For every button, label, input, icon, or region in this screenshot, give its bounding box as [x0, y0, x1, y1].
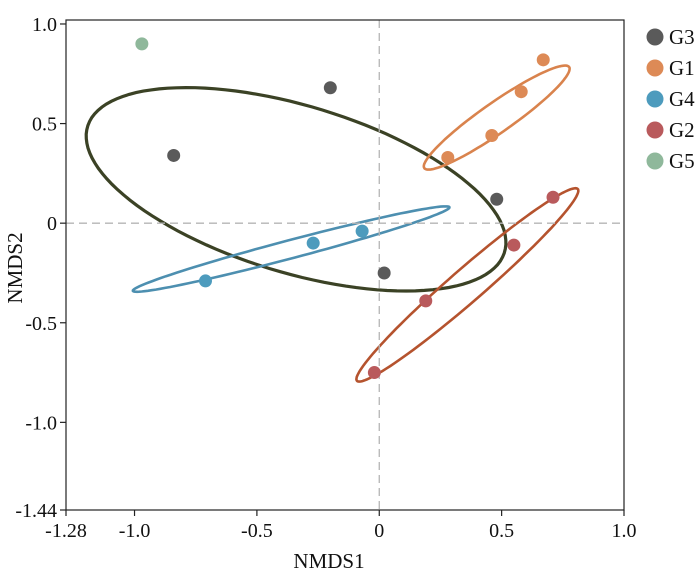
x-tick-label: -1.0	[119, 520, 151, 542]
y-tick-label: 0	[47, 213, 57, 235]
x-tick-label: 0.5	[489, 520, 514, 542]
data-point-g4	[306, 236, 320, 250]
legend-marker-g1	[646, 59, 664, 77]
y-tick-label: -0.5	[25, 313, 57, 335]
data-point-g4	[355, 224, 369, 238]
data-point-g2	[546, 190, 560, 204]
x-tick-label: 1.0	[612, 520, 637, 542]
data-point-g3	[490, 192, 504, 206]
x-axis-title: NMDS1	[293, 549, 364, 573]
data-point-g4	[199, 274, 212, 288]
legend-label-g3: G3	[669, 25, 695, 49]
points-layer	[135, 37, 560, 380]
legend-label-g4: G4	[669, 87, 695, 111]
data-point-g2	[507, 238, 521, 252]
x-tick-label: -1.28	[45, 520, 87, 542]
plot-frame	[65, 19, 625, 511]
data-point-g2	[419, 294, 433, 308]
legend-marker-g3	[646, 28, 664, 46]
data-point-g3	[323, 81, 337, 95]
data-point-g2	[367, 366, 381, 380]
legend-label-g1: G1	[669, 56, 695, 80]
data-point-g1	[441, 150, 455, 164]
y-tick-label: -1.44	[15, 500, 57, 522]
y-tick-label: 0.5	[32, 114, 57, 136]
data-point-g5	[135, 37, 149, 51]
ellipse-g4	[131, 205, 451, 294]
legend-marker-g4	[646, 90, 664, 108]
y-tick-label: -1.0	[25, 412, 57, 434]
data-point-g3	[167, 148, 181, 162]
data-point-g1	[536, 53, 550, 67]
legend-label-g5: G5	[669, 149, 695, 173]
data-point-g3	[377, 266, 391, 280]
y-axis-title: NMDS2	[3, 232, 27, 303]
ticks: -1.28 -1.0 -0.5 0 0.5 1.0 1.0 0.5 0 -0.5 -1.0 -1.44	[15, 14, 636, 542]
reference-lines	[66, 20, 624, 510]
legend-label-g2: G2	[669, 118, 695, 142]
data-point-g1	[485, 129, 499, 143]
ellipse-g3	[84, 85, 508, 293]
x-tick-label: -0.5	[241, 520, 273, 542]
legend-marker-g2	[646, 121, 664, 139]
ellipse-g2	[355, 186, 580, 383]
x-tick-label: 0	[374, 520, 384, 542]
data-point-g1	[514, 85, 528, 99]
legend-marker-g5	[646, 152, 664, 170]
y-tick-label: 1.0	[32, 14, 57, 36]
axes	[65, 19, 625, 511]
ellipse-layer	[84, 64, 580, 383]
ellipse-g1	[422, 64, 571, 171]
legend: G3 G1 G4 G2 G5	[646, 25, 695, 173]
